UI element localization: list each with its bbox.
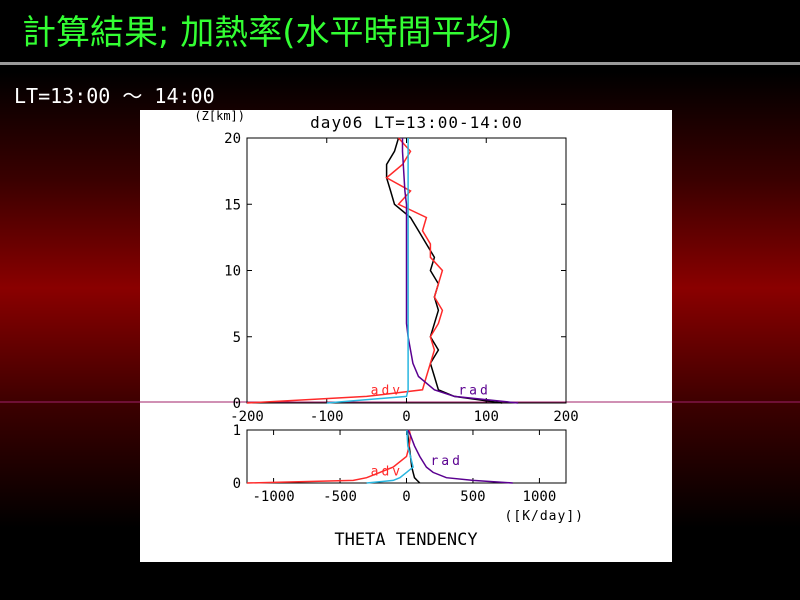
y-axis-label: (Z[km]): [194, 109, 245, 123]
y-tick-label: 20: [224, 131, 241, 147]
x-tick-label: 100: [474, 409, 499, 425]
plot-background: [140, 110, 672, 562]
series-line: [407, 429, 513, 484]
series-label: rad: [430, 454, 462, 469]
x-tick-label: -200: [230, 409, 264, 425]
slide-title: 計算結果; 加熱率(水平時間平均): [22, 13, 513, 53]
series-line: [326, 138, 409, 404]
y-tick-label: 5: [233, 330, 241, 346]
y-tick-label: 0: [233, 396, 241, 412]
x-tick-label: -500: [323, 489, 357, 505]
x-tick-label: 1000: [523, 489, 557, 505]
x-tick-label: 0: [402, 489, 410, 505]
y-tick-label: 0: [233, 476, 241, 492]
series-line: [385, 137, 503, 404]
series-line: [401, 138, 519, 404]
series-line: [406, 429, 421, 484]
x-tick-label: -100: [310, 409, 344, 425]
x-tick-label: 0: [402, 409, 410, 425]
series-label: adv: [371, 383, 403, 398]
y-tick-label: 1: [233, 423, 241, 439]
series-line: [246, 429, 412, 484]
y-tick-label: 15: [224, 197, 241, 213]
title-rule: [0, 62, 800, 65]
series-label: adv: [371, 465, 403, 480]
series-line: [366, 429, 414, 484]
series-line: [246, 137, 444, 404]
y-tick-label: 10: [224, 264, 241, 280]
x-tick-label: 200: [553, 409, 578, 425]
series-label: rad: [458, 383, 490, 398]
x-tick-label: -1000: [253, 489, 295, 505]
chart-title: day06 LT=13:00-14:00: [310, 113, 523, 132]
footer-label: THETA TENDENCY: [334, 530, 477, 550]
x-tick-label: 500: [460, 489, 485, 505]
x-axis-label: ([K/day]): [505, 509, 584, 524]
slide-subtitle: LT=13:00 〜 14:00: [14, 84, 215, 108]
